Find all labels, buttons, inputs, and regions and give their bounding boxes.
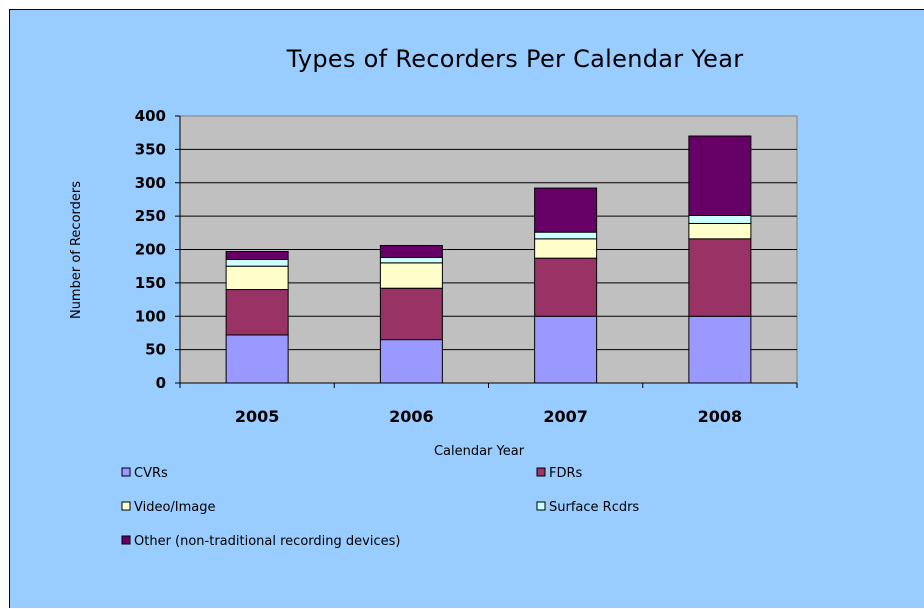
bar-segment-2005-cvrs: [225, 334, 289, 384]
chart-frame: Types of Recorders Per Calendar Year 0 50…: [9, 9, 924, 608]
x-tick-label: 2006: [389, 407, 434, 426]
bar-segment-2006-surface: [379, 257, 443, 264]
bar-segment-2007-cvrs: [534, 315, 598, 384]
y-axis-label: Number of Recorders: [69, 181, 84, 319]
legend-swatch: [536, 501, 546, 511]
y-tick-label: 250: [135, 207, 166, 225]
bar-segment-2006-fdrs: [379, 287, 443, 341]
y-tick-label: 0: [156, 374, 166, 392]
y-tick-label: 300: [135, 174, 166, 192]
bar-segment-2005-other: [225, 251, 289, 261]
legend-label: CVRs: [134, 466, 168, 481]
x-tick-label: 2007: [543, 407, 588, 426]
bar-segment-2008-videoimage: [688, 222, 752, 240]
x-tick-label: 2008: [698, 407, 743, 426]
legend-swatch: [121, 467, 131, 477]
x-axis-label: Calendar Year: [434, 444, 525, 459]
bar-segment-2008-other: [688, 135, 752, 216]
y-axis-ticks: 0 50 100 150 200 250 300 350 400: [135, 107, 180, 392]
legend-label: FDRs: [549, 466, 583, 481]
bar-segment-2008-surface: [688, 214, 752, 224]
legend-label: Other (non-traditional recording devices…: [134, 534, 400, 549]
chart-title: Types of Recorders Per Calendar Year: [286, 45, 744, 73]
bar-segment-2005-videoimage: [225, 265, 289, 291]
x-axis-ticks: 2005 2006 2007 2008: [179, 383, 798, 426]
bars: [225, 135, 752, 384]
y-tick-label: 350: [135, 140, 166, 158]
bar-segment-2006-videoimage: [379, 262, 443, 289]
y-tick-label: 150: [135, 274, 166, 292]
bar-segment-2008-cvrs: [688, 315, 752, 384]
bar-segment-2007-videoimage: [534, 238, 598, 259]
y-tick-label: 50: [145, 341, 166, 359]
bar-segment-2006-cvrs: [379, 339, 443, 384]
legend-swatch: [536, 467, 546, 477]
legend: CVRs FDRs Video/Image Surface Rcdrs Other (n…: [121, 466, 639, 549]
bar-segment-2005-surface: [225, 259, 289, 267]
y-tick-label: 100: [135, 307, 166, 325]
legend-label: Surface Rcdrs: [549, 500, 639, 515]
bar-segment-2008-fdrs: [688, 238, 752, 317]
y-tick-label: 400: [135, 107, 166, 125]
bar-segment-2007-other: [534, 187, 598, 233]
x-tick-label: 2005: [235, 407, 280, 426]
bar-segment-2007-fdrs: [534, 257, 598, 317]
legend-swatch: [121, 501, 131, 511]
bar-segment-2005-fdrs: [225, 289, 289, 336]
stacked-bar-chart: Types of Recorders Per Calendar Year 0 50…: [69, 45, 798, 549]
bar-segment-2006-other: [379, 244, 443, 259]
bar-segment-2007-surface: [534, 231, 598, 240]
legend-swatch: [121, 535, 131, 545]
y-tick-label: 200: [135, 241, 166, 259]
legend-label: Video/Image: [134, 500, 216, 515]
